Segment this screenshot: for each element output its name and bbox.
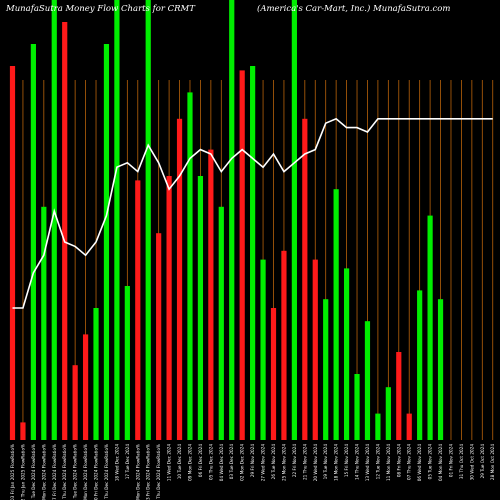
x-tick-label: 20 Fri Dec 2024 FlowRatio% bbox=[94, 444, 99, 500]
flow-bar-up bbox=[187, 92, 193, 441]
flow-bar-down bbox=[156, 233, 162, 440]
flow-bar-down bbox=[62, 22, 68, 440]
flow-bar-up bbox=[375, 413, 381, 440]
flow-bar-up bbox=[417, 290, 423, 440]
flow-bar-up bbox=[229, 0, 235, 440]
flow-bar-up bbox=[218, 206, 224, 440]
flow-bar-down bbox=[72, 365, 78, 440]
flow-bar-up bbox=[197, 176, 204, 440]
flow-bar-up bbox=[145, 0, 151, 440]
x-tick-label: 20 Wed Nov 2024 bbox=[313, 444, 318, 482]
flow-bar-up bbox=[260, 259, 266, 440]
x-tick-label: 30 Mon Dec 2024 FlowRatio% bbox=[41, 444, 46, 500]
x-tick-label: 18 Wed Dec 2024 bbox=[114, 444, 119, 482]
x-tick-label: 31 Tue Dec 2024 FlowRatio% bbox=[31, 444, 36, 500]
x-tick-label: 21 Thu Nov 2024 bbox=[302, 444, 307, 480]
x-tick-label: 17 Tue Dec 2024 bbox=[125, 444, 130, 480]
x-tick-label: 13 Fri Dec 2024 FlowRatio% bbox=[146, 444, 151, 500]
x-tick-label: 25 Mon Nov 2024 bbox=[281, 444, 286, 481]
flow-bar-down bbox=[20, 422, 26, 440]
chart-title-left: MunafaSutra Money Flow Charts for CRMT bbox=[5, 4, 196, 14]
flow-bar-up bbox=[343, 268, 350, 440]
x-tick-label: 07 Thu Nov 2024 bbox=[407, 444, 412, 480]
x-tick-label: 29 Tue Oct 2024 bbox=[480, 444, 485, 479]
flow-bar-down bbox=[281, 250, 287, 440]
flow-bar-down bbox=[166, 176, 172, 440]
flow-bar-down bbox=[82, 334, 89, 440]
flow-bar-up bbox=[103, 44, 110, 440]
flow-bar-down bbox=[176, 118, 183, 441]
x-tick-label: 02 Thu Jan 2025 FlowRatio% bbox=[20, 444, 25, 500]
x-tick-label: 22 Fri Nov 2024 bbox=[292, 444, 297, 477]
x-tick-label: 01 Fri Nov 2024 bbox=[448, 444, 453, 477]
money-flow-index-line bbox=[12, 117, 493, 309]
x-tick-label: 18 Mon Nov 2024 bbox=[334, 444, 339, 481]
x-tick-label: 30 Wed Oct 2024 bbox=[469, 444, 474, 481]
x-tick-label: 11 Mon Nov 2024 bbox=[386, 444, 391, 481]
x-tick-label: 04 Mon Nov 2024 bbox=[438, 444, 443, 481]
flow-bar-up bbox=[291, 0, 297, 440]
x-tick-label: 29 Fri Nov 2024 bbox=[250, 444, 255, 477]
x-tick-label: 19 Tue Nov 2024 bbox=[323, 444, 328, 480]
flow-bar-up bbox=[30, 44, 36, 440]
x-tick-label: 27 Wed Nov 2024 bbox=[261, 444, 266, 482]
x-tick-label: 05 Thu Dec 2024 bbox=[208, 444, 213, 480]
x-tick-label: 11 Wed Dec 2024 bbox=[167, 444, 172, 482]
flow-bar-up bbox=[93, 308, 99, 440]
flow-bar-up bbox=[437, 299, 444, 440]
flow-bar-up bbox=[333, 189, 339, 440]
flow-bar-down bbox=[302, 118, 308, 441]
x-tick-label: 23 Mon Dec 2024 FlowRatio% bbox=[83, 444, 88, 500]
flow-bar-down bbox=[135, 180, 141, 440]
x-tick-label: 03 Fri Jan 2025 FlowRatio% bbox=[10, 444, 15, 500]
flow-bar-up bbox=[323, 299, 329, 440]
flow-bar-up bbox=[385, 387, 391, 440]
flow-bar-up bbox=[114, 0, 120, 440]
x-axis-tick-labels: 03 Fri Jan 2025 FlowRatio% 02 Thu Jan 202… bbox=[10, 444, 495, 500]
flow-bar-up bbox=[427, 215, 433, 440]
x-tick-label: 12 Thu Dec 2024 FlowRatio% bbox=[156, 444, 161, 500]
x-tick-label: 08 Fri Nov 2024 bbox=[396, 444, 401, 477]
flow-bar-up bbox=[41, 206, 47, 440]
x-tick-label: 03 Tue Dec 2024 bbox=[229, 444, 234, 480]
flow-bar-up bbox=[124, 286, 130, 440]
x-tick-label: 15 Fri Nov 2024 bbox=[344, 444, 349, 477]
flow-bar-down bbox=[239, 70, 245, 441]
x-tick-label: 26 Thu Dec 2024 FlowRatio% bbox=[62, 444, 67, 500]
x-tick-label: 09 Mon Dec 2024 bbox=[187, 444, 192, 481]
x-tick-label: 10 Tue Dec 2024 bbox=[177, 444, 182, 480]
x-tick-label: 24 Tue Dec 2024 FlowRatio% bbox=[73, 444, 78, 500]
x-tick-label: 26 Tue Nov 2024 bbox=[271, 444, 276, 480]
flow-bar-up bbox=[51, 0, 57, 440]
flow-bar-down bbox=[9, 66, 16, 440]
flow-bar-down bbox=[270, 308, 277, 440]
x-tick-label: 06 Wed Nov 2024 bbox=[417, 444, 422, 482]
x-tick-label: 13 Wed Nov 2024 bbox=[365, 444, 370, 482]
flow-bar-down bbox=[208, 149, 214, 440]
x-tick-label: 31 Thu Oct 2024 bbox=[459, 444, 464, 479]
x-tick-label: 12 Tue Nov 2024 bbox=[375, 444, 380, 480]
money-flow-bars bbox=[9, 0, 444, 441]
flow-bar-up bbox=[364, 321, 371, 440]
x-tick-label: 05 Tue Nov 2024 bbox=[428, 444, 433, 480]
x-tick-label: 27 Fri Dec 2024 FlowRatio% bbox=[52, 444, 57, 500]
x-tick-label: 02 Mon Dec 2024 bbox=[240, 444, 245, 481]
x-tick-label: 28 Mon Oct 2024 bbox=[490, 444, 495, 480]
flow-bar-up bbox=[354, 374, 360, 440]
flow-bar-down bbox=[406, 413, 412, 440]
flow-bar-down bbox=[312, 259, 318, 440]
x-tick-label: 14 Thu Nov 2024 bbox=[355, 444, 360, 480]
flow-bar-down bbox=[396, 352, 402, 440]
x-tick-label: 06 Fri Dec 2024 bbox=[198, 444, 203, 477]
flow-bar-up bbox=[250, 66, 256, 440]
x-tick-label: 04 Wed Dec 2024 bbox=[219, 444, 224, 482]
x-tick-label: 19 Thu Dec 2024 FlowRatio% bbox=[104, 444, 109, 500]
x-tick-label: 16 Mon Dec 2024 FlowRatio% bbox=[135, 444, 140, 500]
chart-title-right: (America's Car-Mart, Inc.) MunafaSutra.c… bbox=[257, 3, 450, 14]
